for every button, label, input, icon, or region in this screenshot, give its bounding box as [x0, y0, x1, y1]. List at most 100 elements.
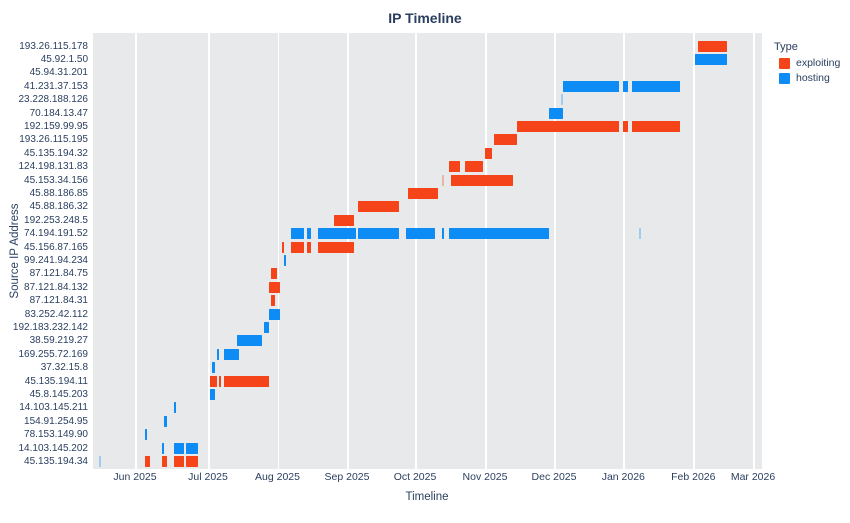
timeline-bar-hosting[interactable] — [623, 80, 628, 92]
timeline-bar-hosting[interactable] — [442, 228, 445, 240]
timeline-bar-exploiting[interactable] — [623, 120, 628, 132]
y-tick-label: 169.255.72.169 — [18, 348, 88, 360]
timeline-bar-exploiting[interactable] — [408, 187, 438, 199]
timeline-bar-exploiting[interactable] — [219, 375, 222, 387]
timeline-bar-exploiting[interactable] — [290, 241, 305, 253]
y-tick-label: 45.8.145.203 — [29, 388, 88, 400]
y-tick-label: 87.121.84.132 — [24, 281, 88, 293]
y-tick-label: 193.26.115.195 — [19, 134, 88, 146]
timeline-bar-hosting[interactable] — [549, 107, 563, 119]
timeline-bar-hosting[interactable] — [164, 415, 167, 427]
legend-swatch-hosting — [779, 72, 790, 84]
timeline-bar-hosting[interactable] — [695, 53, 728, 65]
timeline-bar-exploiting[interactable] — [270, 268, 278, 280]
timeline-bar-hosting[interactable] — [632, 80, 680, 92]
y-axis-title: Source IP Address — [9, 203, 21, 299]
y-tick-label: 74.194.191.52 — [24, 228, 88, 240]
timeline-bar-hosting[interactable] — [212, 362, 215, 374]
timeline-bar-hosting[interactable] — [317, 228, 357, 240]
y-tick-label: 45.88.186.85 — [29, 187, 88, 199]
y-tick-label: 45.92.1.50 — [40, 53, 88, 65]
y-tick-label: 87.121.84.75 — [29, 268, 88, 280]
timeline-bar-hosting[interactable] — [237, 335, 262, 347]
y-tick-label: 45.135.194.11 — [24, 375, 88, 387]
timeline-bar-exploiting[interactable] — [281, 241, 285, 253]
y-tick-label: 45.135.194.32 — [24, 147, 88, 159]
timeline-bar-exploiting[interactable] — [494, 134, 518, 146]
timeline-bar-hosting[interactable] — [98, 455, 101, 467]
y-tick-label: 192.159.99.95 — [24, 120, 88, 132]
x-tick-label: Dec 2025 — [531, 471, 577, 483]
y-tick-label: 154.91.254.95 — [24, 415, 88, 427]
month-gridline — [554, 33, 556, 469]
timeline-bar-hosting[interactable] — [405, 228, 436, 240]
x-tick-label: Nov 2025 — [462, 471, 508, 483]
timeline-bar-hosting[interactable] — [639, 228, 642, 240]
timeline-bar-exploiting[interactable] — [223, 375, 269, 387]
x-tick-label: Feb 2026 — [671, 471, 716, 483]
timeline-bar-exploiting[interactable] — [485, 147, 492, 159]
month-gridline — [208, 33, 210, 469]
month-gridline — [415, 33, 417, 469]
legend: Type exploiting hosting — [774, 41, 840, 87]
timeline-bar-exploiting[interactable] — [358, 201, 400, 213]
timeline-bar-exploiting[interactable] — [632, 120, 680, 132]
timeline-bar-exploiting[interactable] — [333, 214, 354, 226]
timeline-bar-exploiting[interactable] — [442, 174, 445, 186]
legend-item-exploiting[interactable]: exploiting — [779, 57, 840, 69]
timeline-bar-hosting[interactable] — [562, 80, 619, 92]
y-tick-label: 78.153.149.90 — [24, 429, 88, 441]
timeline-bar-hosting[interactable] — [216, 348, 220, 360]
timeline-bar-exploiting[interactable] — [306, 241, 312, 253]
x-axis-title: Timeline — [405, 491, 449, 503]
month-gridline — [693, 33, 695, 469]
timeline-bar-exploiting[interactable] — [451, 174, 513, 186]
timeline-bar-exploiting[interactable] — [448, 161, 461, 173]
timeline-bar-hosting[interactable] — [173, 442, 184, 454]
timeline-bar-exploiting[interactable] — [517, 120, 619, 132]
timeline-bar-hosting[interactable] — [284, 254, 287, 266]
timeline-bar-exploiting[interactable] — [270, 295, 276, 307]
timeline-bar-hosting[interactable] — [448, 228, 550, 240]
y-tick-label: 14.103.145.202 — [18, 442, 88, 454]
timeline-bar-exploiting[interactable] — [464, 161, 483, 173]
timeline-bar-hosting[interactable] — [210, 388, 215, 400]
timeline-bar-hosting[interactable] — [186, 442, 199, 454]
y-tick-label: 193.26.115.178 — [19, 40, 88, 52]
x-tick-label: Jan 2026 — [601, 471, 645, 483]
timeline-bar-exploiting[interactable] — [317, 241, 354, 253]
month-gridline — [277, 33, 279, 469]
timeline-bar-exploiting[interactable] — [210, 375, 217, 387]
timeline-bar-exploiting[interactable] — [144, 455, 150, 467]
y-tick-label: 124.198.131.83 — [18, 161, 88, 173]
timeline-bar-hosting[interactable] — [358, 228, 400, 240]
timeline-bar-hosting[interactable] — [290, 228, 305, 240]
chart-title: IP Timeline — [388, 10, 462, 26]
timeline-bar-hosting[interactable] — [223, 348, 240, 360]
timeline-bar-exploiting[interactable] — [173, 455, 184, 467]
y-tick-label: 45.94.31.201 — [29, 67, 88, 79]
month-gridline — [135, 33, 137, 469]
legend-label: hosting — [796, 72, 830, 84]
y-tick-label: 70.184.13.47 — [29, 107, 88, 119]
timeline-bar-hosting[interactable] — [264, 321, 269, 333]
y-tick-label: 23.228.188.126 — [18, 94, 88, 106]
timeline-bar-hosting[interactable] — [560, 94, 563, 106]
legend-title: Type — [774, 41, 798, 53]
y-tick-label: 41.231.37.153 — [24, 80, 88, 92]
timeline-bar-hosting[interactable] — [306, 228, 312, 240]
timeline-bar-exploiting[interactable] — [186, 455, 199, 467]
month-gridline — [623, 33, 625, 469]
timeline-bar-exploiting[interactable] — [697, 40, 728, 52]
timeline-bar-exploiting[interactable] — [161, 455, 167, 467]
timeline-bar-hosting[interactable] — [173, 402, 177, 414]
timeline-bar-hosting[interactable] — [268, 308, 280, 320]
timeline-bar-hosting[interactable] — [161, 442, 165, 454]
x-tick-label: Jul 2025 — [188, 471, 228, 483]
y-tick-label: 45.153.34.156 — [24, 174, 88, 186]
legend-item-hosting[interactable]: hosting — [779, 72, 840, 84]
timeline-bar-exploiting[interactable] — [268, 281, 280, 293]
month-gridline — [485, 33, 487, 469]
timeline-bar-hosting[interactable] — [144, 429, 148, 441]
